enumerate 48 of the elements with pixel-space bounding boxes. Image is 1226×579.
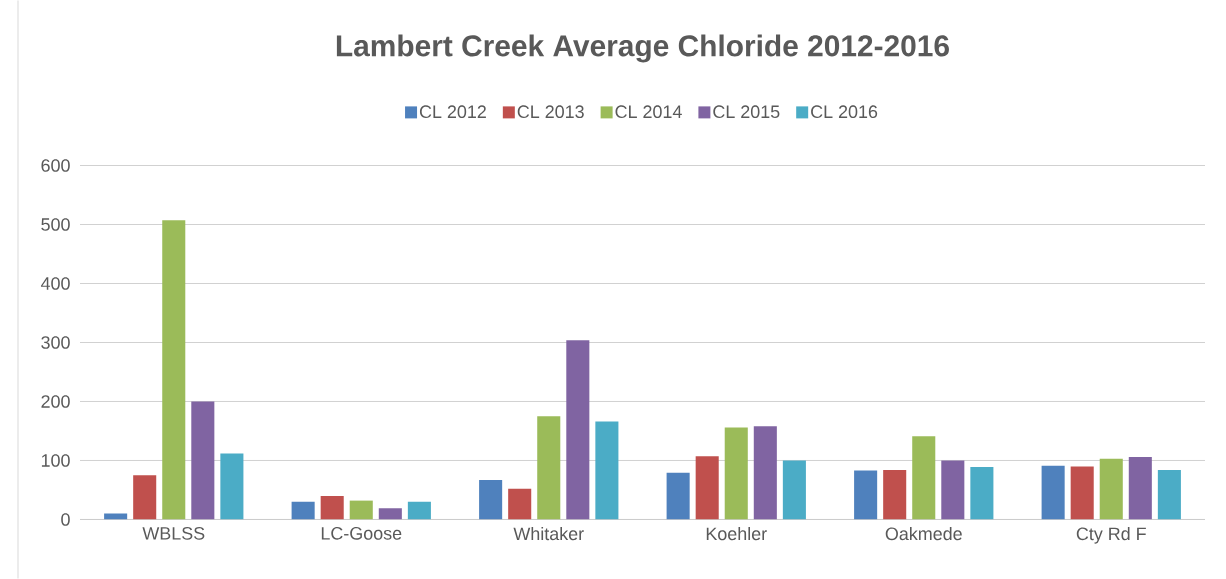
x-tick-label: Koehler <box>706 527 767 541</box>
bar <box>1041 465 1065 520</box>
legend-label: CL 2016 <box>811 105 878 119</box>
bar <box>1128 456 1152 520</box>
bar <box>666 472 690 520</box>
y-tick-label: 500 <box>41 218 70 231</box>
bar <box>566 340 590 520</box>
bar <box>970 466 994 520</box>
y-tick-label: 300 <box>41 336 70 349</box>
legend-label: CL 2015 <box>713 105 780 119</box>
bar <box>162 220 186 520</box>
y-tick-label: 600 <box>41 159 70 172</box>
bar <box>941 460 965 520</box>
bar <box>1157 469 1181 520</box>
y-tick-label: 0 <box>61 513 70 526</box>
x-tick-label: WBLSS <box>142 526 205 540</box>
x-tick-label: LC-Goose <box>321 526 402 540</box>
bar <box>753 426 777 520</box>
bar <box>854 470 878 520</box>
bar <box>191 401 215 520</box>
bar <box>782 460 806 520</box>
bar <box>595 421 619 520</box>
bar <box>320 495 344 520</box>
bar <box>1070 466 1094 520</box>
bar <box>378 508 402 520</box>
x-tick-label: Whitaker <box>513 527 584 541</box>
bar <box>479 479 503 520</box>
x-tick-label: Oakmede <box>885 527 962 541</box>
y-tick-label: 400 <box>40 277 70 290</box>
chart-title: Lambert Creek Average Chloride 2012-2016 <box>336 34 949 63</box>
bar <box>291 501 315 520</box>
y-tick-label: 100 <box>41 454 70 467</box>
legend-label: CL 2014 <box>615 105 682 119</box>
bar <box>508 488 532 520</box>
bar <box>1099 458 1123 520</box>
bar <box>695 456 719 520</box>
legend-label: CL 2012 <box>419 105 486 119</box>
bar <box>133 475 157 520</box>
bar <box>349 500 373 520</box>
bar <box>537 416 561 520</box>
bar <box>883 469 907 520</box>
y-tick-label: 200 <box>41 395 70 408</box>
bar <box>407 501 431 520</box>
bar <box>220 453 244 520</box>
legend-label: CL 2013 <box>517 105 584 119</box>
x-tick-label: Cty Rd F <box>1076 527 1146 544</box>
bar <box>724 427 748 520</box>
bar <box>912 436 936 520</box>
